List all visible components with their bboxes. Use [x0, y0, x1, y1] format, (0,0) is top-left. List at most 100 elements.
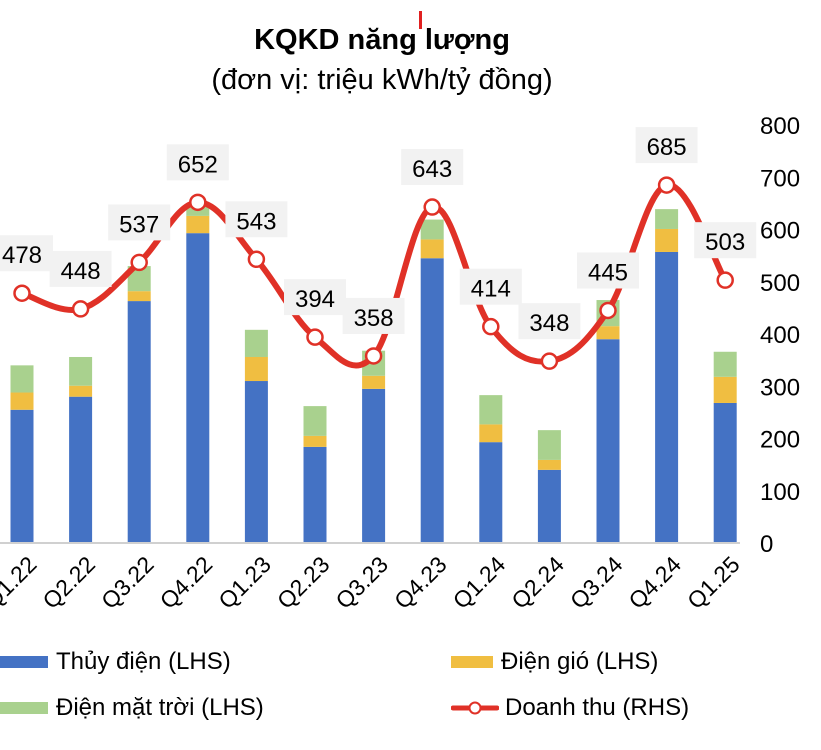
x-tick-Q4.23: Q4.23	[389, 551, 452, 614]
data-label-box-Q2.22	[49, 250, 112, 287]
revenue-marker-Q3.23	[364, 347, 383, 365]
data-label-Q2.23: 394	[295, 286, 335, 313]
data-label-box-Q3.23	[342, 297, 405, 334]
bar-solar-Q4.24	[655, 209, 679, 229]
data-label-Q2.22: 448	[61, 258, 101, 285]
right-axis-tick-600: 600	[760, 218, 800, 245]
data-label-Q4.23: 643	[412, 156, 452, 183]
x-tick-Q1.25: Q1.25	[682, 551, 745, 614]
revenue-marker-Q1.22	[13, 284, 31, 302]
bar-hydro-Q3.23	[362, 388, 386, 543]
revenue-marker-Q1.25	[716, 271, 734, 289]
bar-wind-Q2.24	[537, 459, 561, 470]
bar-wind-Q3.22	[127, 291, 151, 302]
right-axis-tick-400: 400	[760, 322, 800, 349]
bar-wind-Q4.22	[186, 215, 210, 234]
bar-solar-Q4.22	[186, 207, 210, 216]
bars-layer	[10, 207, 737, 543]
data-label-Q4.24: 685	[647, 134, 687, 161]
data-label-Q4.22: 652	[178, 151, 218, 178]
legend-item-revenue: Doanh thu (RHS)	[451, 694, 689, 722]
data-label-box-Q2.23	[284, 279, 346, 316]
data-label-Q1.22: 478	[2, 242, 42, 269]
legend-item-hydro: Thủy điện (LHS)	[0, 648, 231, 676]
revenue-marker-Q3.22	[130, 253, 148, 272]
data-label-Q1.25: 503	[705, 229, 745, 256]
bar-hydro-Q4.23	[420, 258, 444, 543]
bar-wind-Q3.23	[362, 375, 386, 389]
legend-label-wind: Điện gió (LHS)	[501, 648, 659, 675]
revenue-marker-Q4.22	[189, 193, 207, 212]
bar-solar-Q2.23	[303, 406, 327, 436]
data-label-box-Q4.22	[166, 144, 229, 181]
bar-hydro-Q1.24	[479, 442, 503, 543]
data-label-Q3.23: 358	[354, 305, 394, 332]
data-label-box-Q3.24	[577, 252, 639, 289]
x-tick-Q1.24: Q1.24	[448, 551, 511, 614]
data-label-Q1.23: 543	[236, 208, 276, 235]
revenue-marker-Q4.23	[423, 198, 441, 216]
right-axis-tick-300: 300	[760, 374, 800, 401]
right-axis-tick-700: 700	[760, 165, 800, 192]
bar-solar-Q3.22	[127, 266, 151, 292]
revenue-marker-Q1.23	[247, 250, 266, 269]
x-tick-Q3.22: Q3.22	[96, 551, 159, 614]
bar-hydro-Q3.22	[127, 301, 151, 543]
data-labels-layer: 478 448 537 652 543 394 358 643 414 348 445 685 503	[0, 127, 757, 340]
x-tick-Q2.22: Q2.22	[37, 551, 100, 614]
bar-hydro-Q2.23	[303, 446, 327, 543]
bar-solar-Q4.23	[420, 219, 444, 240]
revenue-marker-Q2.24	[540, 352, 559, 370]
legend-label-solar: Điện mặt trời (LHS)	[56, 694, 264, 721]
legend-swatch-hydro	[0, 656, 48, 668]
bar-wind-Q1.25	[713, 376, 737, 403]
x-tick-Q4.22: Q4.22	[155, 551, 218, 614]
legend-swatch-solar	[0, 702, 48, 714]
right-axis-ticks: 0 100 200 300 400 500 600 700 800	[760, 113, 800, 558]
legend-item-wind: Điện gió (LHS)	[451, 648, 658, 676]
x-tick-Q1.23: Q1.23	[213, 551, 276, 614]
data-label-box-Q1.24	[459, 268, 522, 305]
data-label-Q1.24: 414	[471, 276, 511, 303]
bar-wind-Q1.24	[479, 424, 503, 443]
x-tick-Q1.22: Q1.22	[0, 551, 42, 614]
bar-hydro-Q3.24	[596, 339, 620, 543]
data-label-box-Q2.24	[518, 303, 581, 340]
right-axis-tick-800: 800	[760, 113, 800, 140]
data-label-box-Q1.22	[0, 235, 53, 272]
revenue-marker-Q2.22	[71, 300, 90, 318]
bar-wind-Q4.24	[655, 228, 679, 252]
bar-hydro-Q1.23	[244, 381, 268, 543]
x-tick-Q3.24: Q3.24	[565, 551, 628, 614]
bar-wind-Q1.22	[10, 392, 34, 410]
bar-wind-Q2.23	[303, 435, 327, 447]
legend-label-hydro: Thủy điện (LHS)	[56, 648, 231, 675]
bar-wind-Q4.23	[420, 239, 444, 259]
bar-wind-Q3.24	[596, 326, 620, 340]
data-label-box-Q4.23	[401, 149, 464, 186]
bar-wind-Q2.22	[69, 385, 93, 397]
revenue-marker-Q1.24	[482, 317, 500, 336]
bar-hydro-Q2.22	[69, 396, 93, 543]
revenue-marker-Q3.24	[599, 301, 617, 320]
data-label-Q2.24: 348	[529, 310, 569, 337]
legend-swatch-revenue	[451, 701, 499, 715]
data-label-box-Q4.24	[635, 127, 698, 164]
data-label-box-Q1.25	[694, 222, 757, 259]
bar-wind-Q1.23	[244, 356, 268, 382]
revenue-marker-Q4.24	[657, 176, 676, 194]
data-label-Q3.24: 445	[588, 259, 628, 286]
bar-hydro-Q4.24	[655, 251, 679, 543]
bar-hydro-Q4.22	[186, 233, 210, 543]
bar-hydro-Q1.25	[713, 402, 737, 543]
legend-item-solar: Điện mặt trời (LHS)	[0, 694, 264, 722]
x-tick-Q3.23: Q3.23	[330, 551, 393, 614]
data-label-Q3.22: 537	[119, 211, 159, 238]
bar-solar-Q2.22	[69, 356, 93, 386]
chart-subtitle: (đơn vị: triệu kWh/tỷ đồng)	[211, 64, 553, 96]
data-label-box-Q3.22	[108, 204, 171, 241]
legend-swatch-wind	[451, 656, 493, 668]
chart-title: KQKD năng lượng	[254, 24, 510, 56]
chart-plot: 478448537652543394358643414348445685503 …	[0, 113, 800, 614]
bar-hydro-Q1.22	[10, 409, 34, 543]
